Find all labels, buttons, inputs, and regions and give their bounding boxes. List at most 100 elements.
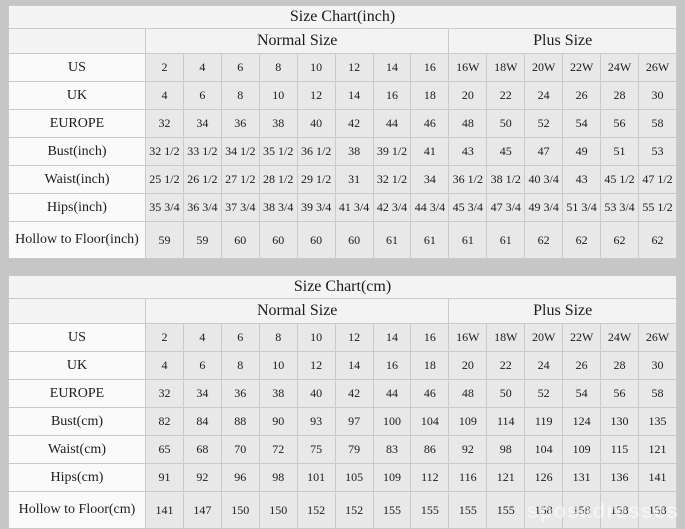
- table-cell: 61: [448, 221, 488, 259]
- table-cell: 54: [562, 379, 602, 408]
- table-cell: 14: [372, 323, 412, 352]
- table-cell: 42: [334, 379, 374, 408]
- column-group-header: Plus Size: [448, 298, 677, 324]
- table-cell: 115: [600, 435, 639, 464]
- table-cell: 60: [296, 221, 336, 259]
- table-cell: 38 1/2: [486, 165, 526, 194]
- table-cell: 39 1/2: [372, 137, 412, 166]
- table-cell: 8: [258, 323, 298, 352]
- table-cell: 104: [524, 435, 564, 464]
- table-cell: 82: [145, 407, 184, 436]
- row-label: EUROPE: [8, 379, 146, 408]
- table-cell: 38: [258, 109, 298, 138]
- table-cell: 16: [372, 351, 412, 380]
- table-cell: 109: [562, 435, 602, 464]
- table-cell: 61: [372, 221, 412, 259]
- size-chart-inch-table: Size Chart(inch) Normal Size Plus Size US 2 4…: [8, 5, 678, 259]
- table-cell: 16: [410, 53, 450, 82]
- table-cell: 24: [524, 351, 564, 380]
- table-cell: 60: [258, 221, 298, 259]
- table-cell: 158: [524, 491, 564, 529]
- table-cell: 24W: [600, 323, 639, 352]
- table-cell: 88: [220, 407, 260, 436]
- table-cell: 41: [410, 137, 450, 166]
- table-cell: 49 3/4: [524, 193, 564, 222]
- row-label: UK: [8, 81, 146, 110]
- table-cell: 44: [372, 109, 412, 138]
- table-row: Hollow to Floor(inch) 59 59 60 60 60 60 61 61 61 6…: [8, 221, 678, 259]
- table-cell: 48: [448, 379, 488, 408]
- table-cell: 124: [562, 407, 602, 436]
- table-cell: 58: [637, 379, 678, 408]
- table-cell: 36 1/2: [448, 165, 488, 194]
- row-label: Waist(cm): [8, 435, 146, 464]
- table-row: Waist(cm) 65 68 70 72 75 79 83 86 92 98 104 109 115 12…: [8, 435, 678, 464]
- table-cell: 92: [182, 463, 222, 492]
- table-cell: 119: [524, 407, 564, 436]
- table-cell: 152: [296, 491, 336, 529]
- table-row: Hollow to Floor(cm) 141 147 150 150 152 152 155…: [8, 491, 678, 529]
- table-cell: 12: [334, 323, 374, 352]
- table-row: UK 4 6 8 10 12 14 16 18 20 22 24 26 28 30: [8, 81, 678, 110]
- table-cell: 75: [296, 435, 336, 464]
- table-cell: 34 1/2: [220, 137, 260, 166]
- table-cell: 35 3/4: [145, 193, 184, 222]
- table-row: Hips(cm) 91 92 96 98 101 105 109 112 116 121 126 131…: [8, 463, 678, 492]
- table-cell: 56: [600, 109, 639, 138]
- table-cell: 59: [182, 221, 222, 259]
- table-cell: 45 1/2: [600, 165, 639, 194]
- table-cell: 36 3/4: [182, 193, 222, 222]
- table-cell: 18: [410, 81, 450, 110]
- table-cell: 109: [448, 407, 488, 436]
- table-cell: 43: [562, 165, 602, 194]
- table-cell: 158: [637, 491, 678, 529]
- table-cell: 84: [182, 407, 222, 436]
- table-cell: 36: [220, 109, 260, 138]
- table-cell: 126: [524, 463, 564, 492]
- table-cell: 50: [486, 109, 526, 138]
- table-cell: 10: [296, 53, 336, 82]
- table-cell: 29 1/2: [296, 165, 336, 194]
- table-cell: 42 3/4: [372, 193, 412, 222]
- table-cell: 10: [258, 81, 298, 110]
- corner-cell: [8, 298, 146, 324]
- table-cell: 52: [524, 379, 564, 408]
- table-cell: 43: [448, 137, 488, 166]
- row-label: Hips(cm): [8, 463, 146, 492]
- table-cell: 150: [258, 491, 298, 529]
- table-cell: 35 1/2: [258, 137, 298, 166]
- table-cell: 131: [562, 463, 602, 492]
- row-label: Hollow to Floor(inch): [8, 221, 146, 259]
- table-cell: 51: [600, 137, 639, 166]
- table-cell: 12: [334, 53, 374, 82]
- table-cell: 4: [182, 53, 222, 82]
- row-label: US: [8, 323, 146, 352]
- row-label: Bust(cm): [8, 407, 146, 436]
- table-cell: 24W: [600, 53, 639, 82]
- table-cell: 12: [296, 351, 336, 380]
- table-cell: 38: [258, 379, 298, 408]
- table-cell: 65: [145, 435, 184, 464]
- table-cell: 28: [600, 81, 639, 110]
- table-row: US 2 4 6 8 10 12 14 16 16W 18W 20W 22W 24W 26W: [8, 323, 678, 352]
- table-title: Size Chart(cm): [8, 275, 677, 299]
- table-cell: 2: [145, 323, 184, 352]
- table-cell: 96: [220, 463, 260, 492]
- table-cell: 26W: [637, 323, 678, 352]
- table-cell: 130: [600, 407, 639, 436]
- table-row: Bust(inch) 32 1/2 33 1/2 34 1/2 35 1/2 36 1/2…: [8, 137, 678, 166]
- table-row: EUROPE 32 34 36 38 40 42 44 46 48 50 52 54 56 58: [8, 379, 678, 408]
- table-cell: 62: [524, 221, 564, 259]
- table-cell: 62: [637, 221, 678, 259]
- table-cell: 4: [145, 351, 184, 380]
- table-cell: 104: [410, 407, 450, 436]
- table-cell: 16: [372, 81, 412, 110]
- row-label: UK: [8, 351, 146, 380]
- table-cell: 92: [448, 435, 488, 464]
- table-row: Bust(cm) 82 84 88 90 93 97 100 104 109 114 119 124 13…: [8, 407, 678, 436]
- table-cell: 46: [410, 379, 450, 408]
- table-cell: 101: [296, 463, 336, 492]
- table-cell: 6: [220, 53, 260, 82]
- table-cell: 90: [258, 407, 298, 436]
- table-cell: 20W: [524, 53, 564, 82]
